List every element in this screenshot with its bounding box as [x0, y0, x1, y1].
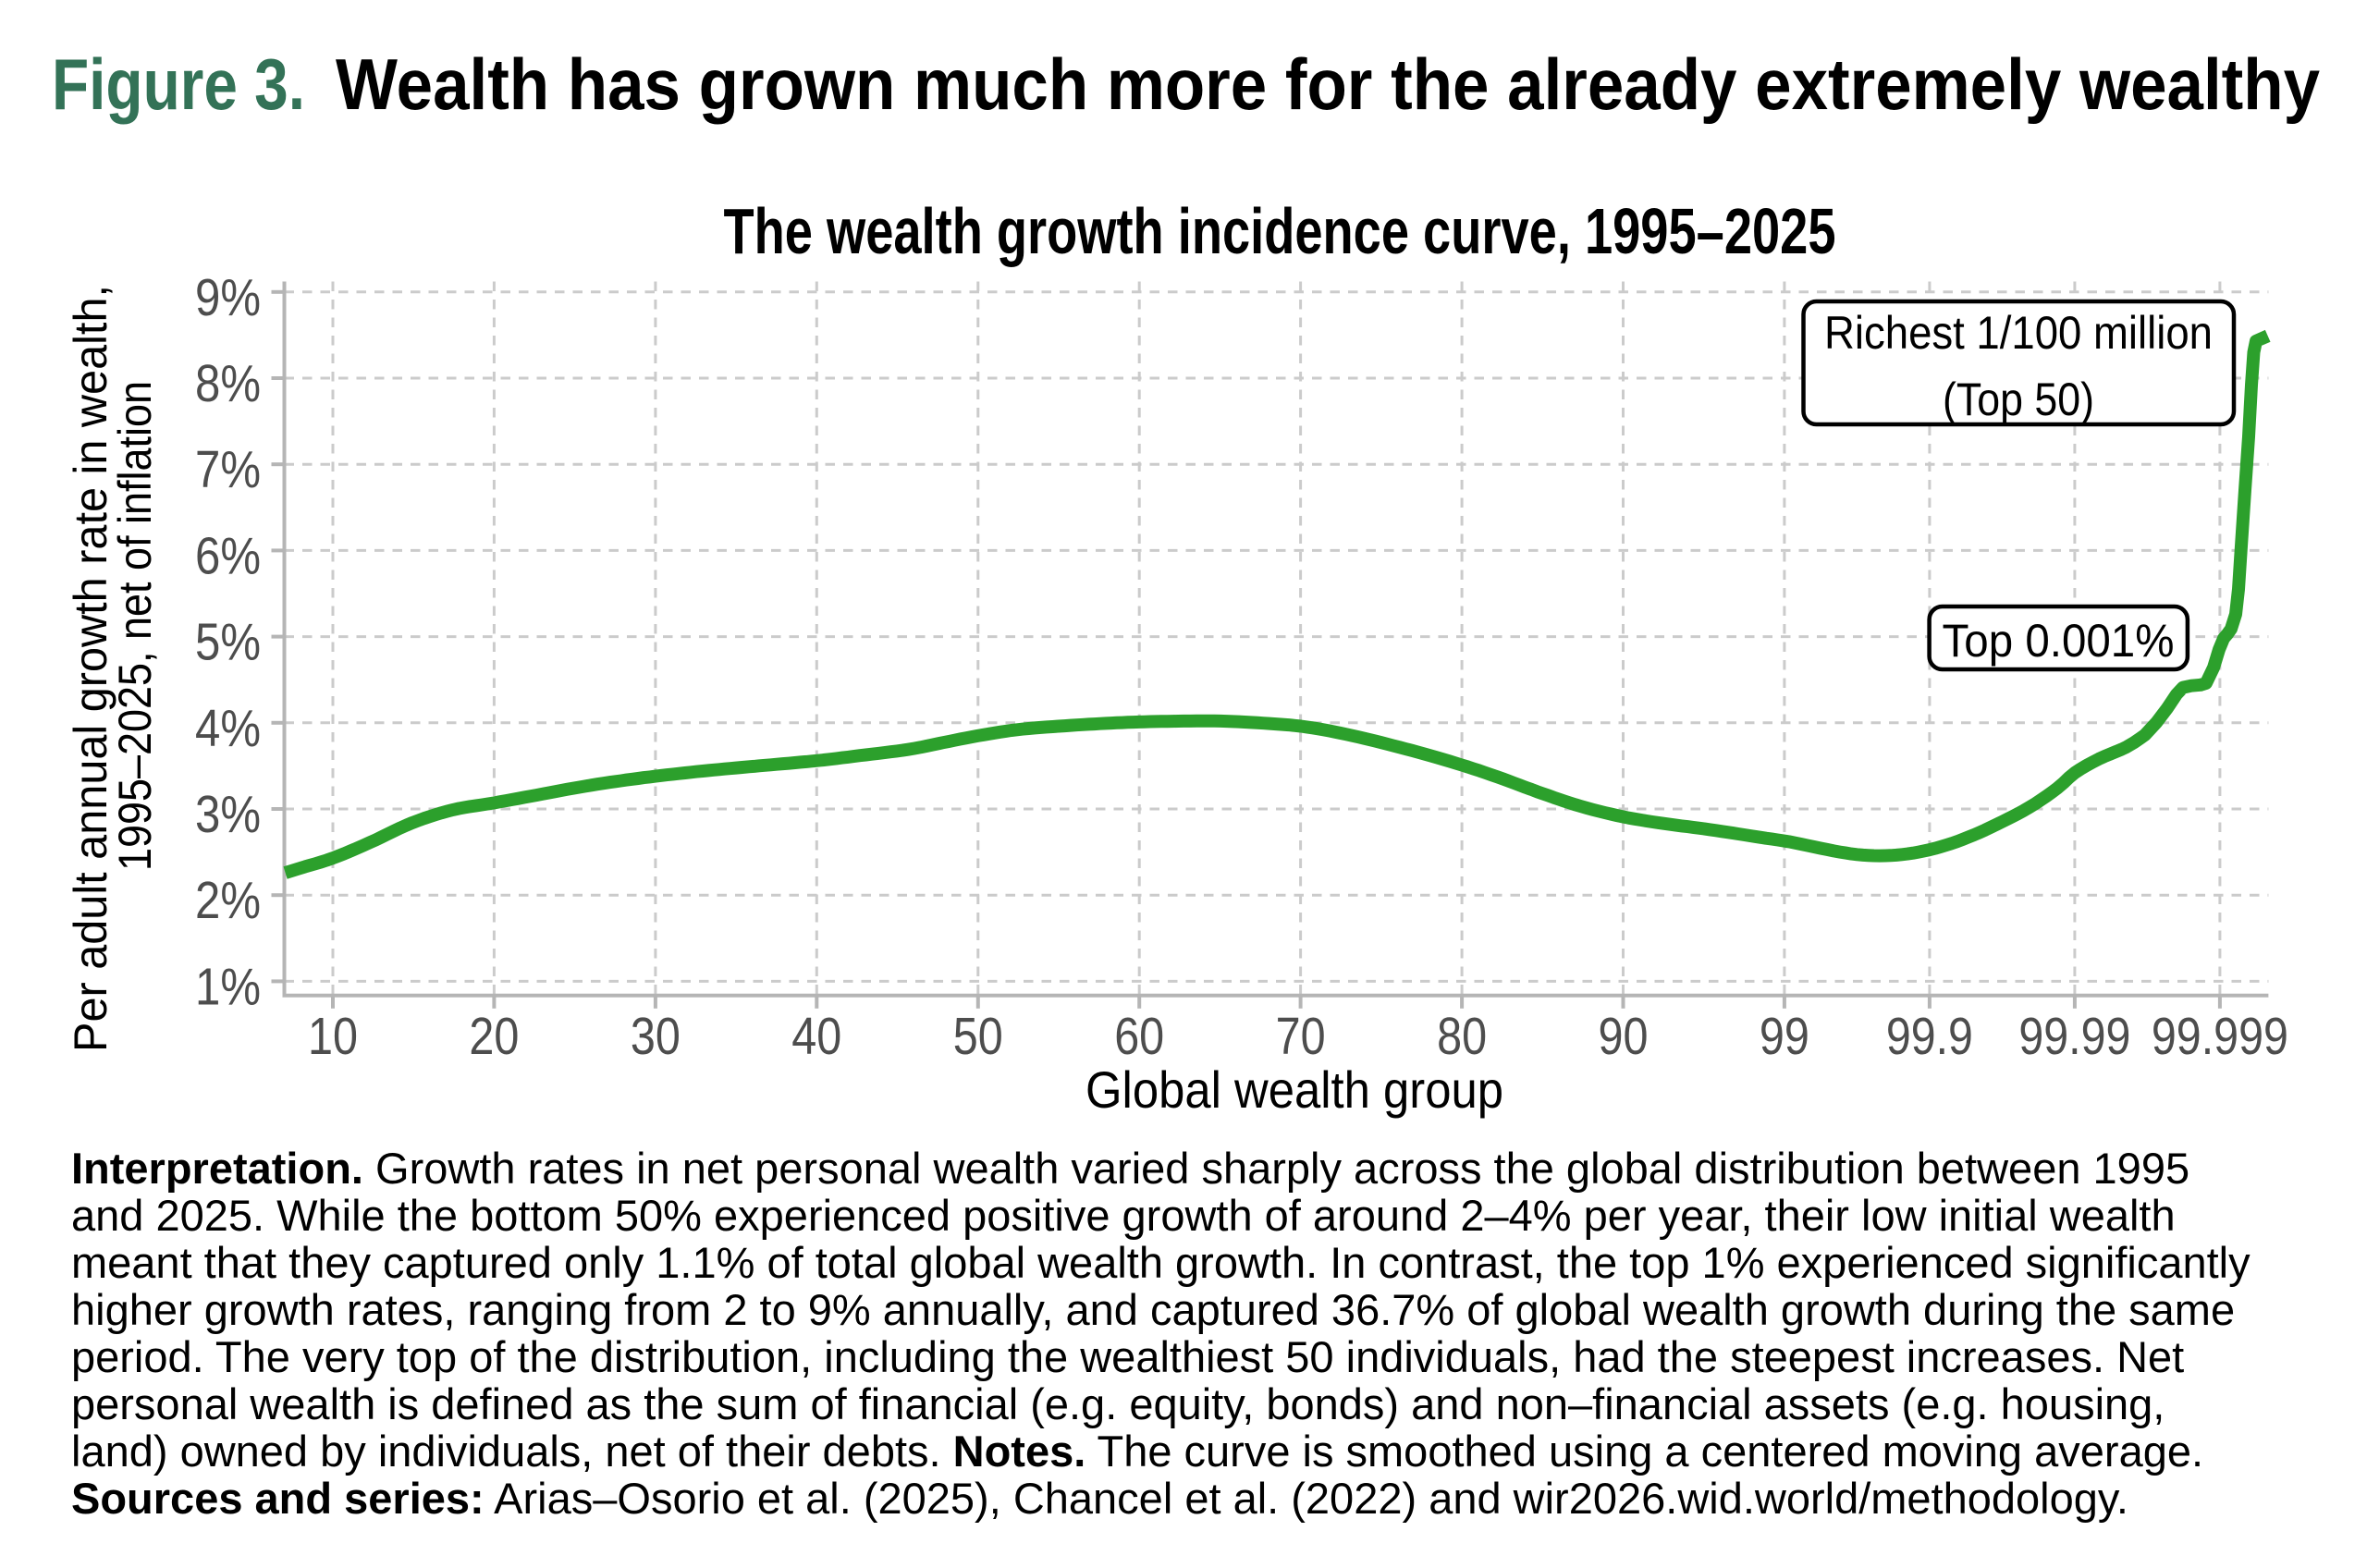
svg-text:Wealth has grown much more for: Wealth has grown much more for the alrea…: [336, 43, 2320, 125]
svg-text:99.99: 99.99: [2018, 1007, 2130, 1066]
svg-text:9%: 9%: [195, 268, 261, 327]
svg-text:80: 80: [1437, 1007, 1487, 1066]
svg-text:99.9: 99.9: [1886, 1007, 1973, 1066]
svg-text:70: 70: [1276, 1007, 1326, 1066]
svg-text:Figure 3.: Figure 3.: [52, 43, 305, 125]
svg-text:Richest 1/100 million: Richest 1/100 million: [1824, 307, 2213, 359]
svg-text:1%: 1%: [195, 957, 261, 1016]
svg-text:40: 40: [791, 1007, 841, 1066]
svg-text:99: 99: [1760, 1007, 1809, 1066]
svg-text:20: 20: [469, 1007, 519, 1066]
svg-text:50: 50: [953, 1007, 1003, 1066]
svg-text:Per adult annual growth rate i: Per adult annual growth rate in wealth,: [65, 285, 117, 1052]
svg-text:3%: 3%: [195, 785, 261, 844]
svg-text:Global wealth group: Global wealth group: [1085, 1060, 1503, 1119]
svg-text:90: 90: [1599, 1007, 1649, 1066]
svg-text:(Top 50): (Top 50): [1943, 374, 2094, 425]
svg-text:4%: 4%: [195, 699, 261, 758]
svg-text:The wealth growth incidence cu: The wealth growth incidence curve, 1995–…: [724, 195, 1836, 267]
svg-text:60: 60: [1114, 1007, 1164, 1066]
svg-text:10: 10: [308, 1007, 358, 1066]
svg-text:8%: 8%: [195, 354, 261, 413]
svg-text:99.999: 99.999: [2152, 1007, 2288, 1066]
svg-text:7%: 7%: [195, 440, 261, 499]
svg-text:2%: 2%: [195, 871, 261, 930]
svg-text:5%: 5%: [195, 613, 261, 672]
svg-text:Top 0.001%: Top 0.001%: [1943, 615, 2175, 667]
svg-text:30: 30: [631, 1007, 681, 1066]
svg-text:6%: 6%: [195, 526, 261, 585]
svg-text:1995–2025, net of inflation: 1995–2025, net of inflation: [109, 381, 161, 871]
